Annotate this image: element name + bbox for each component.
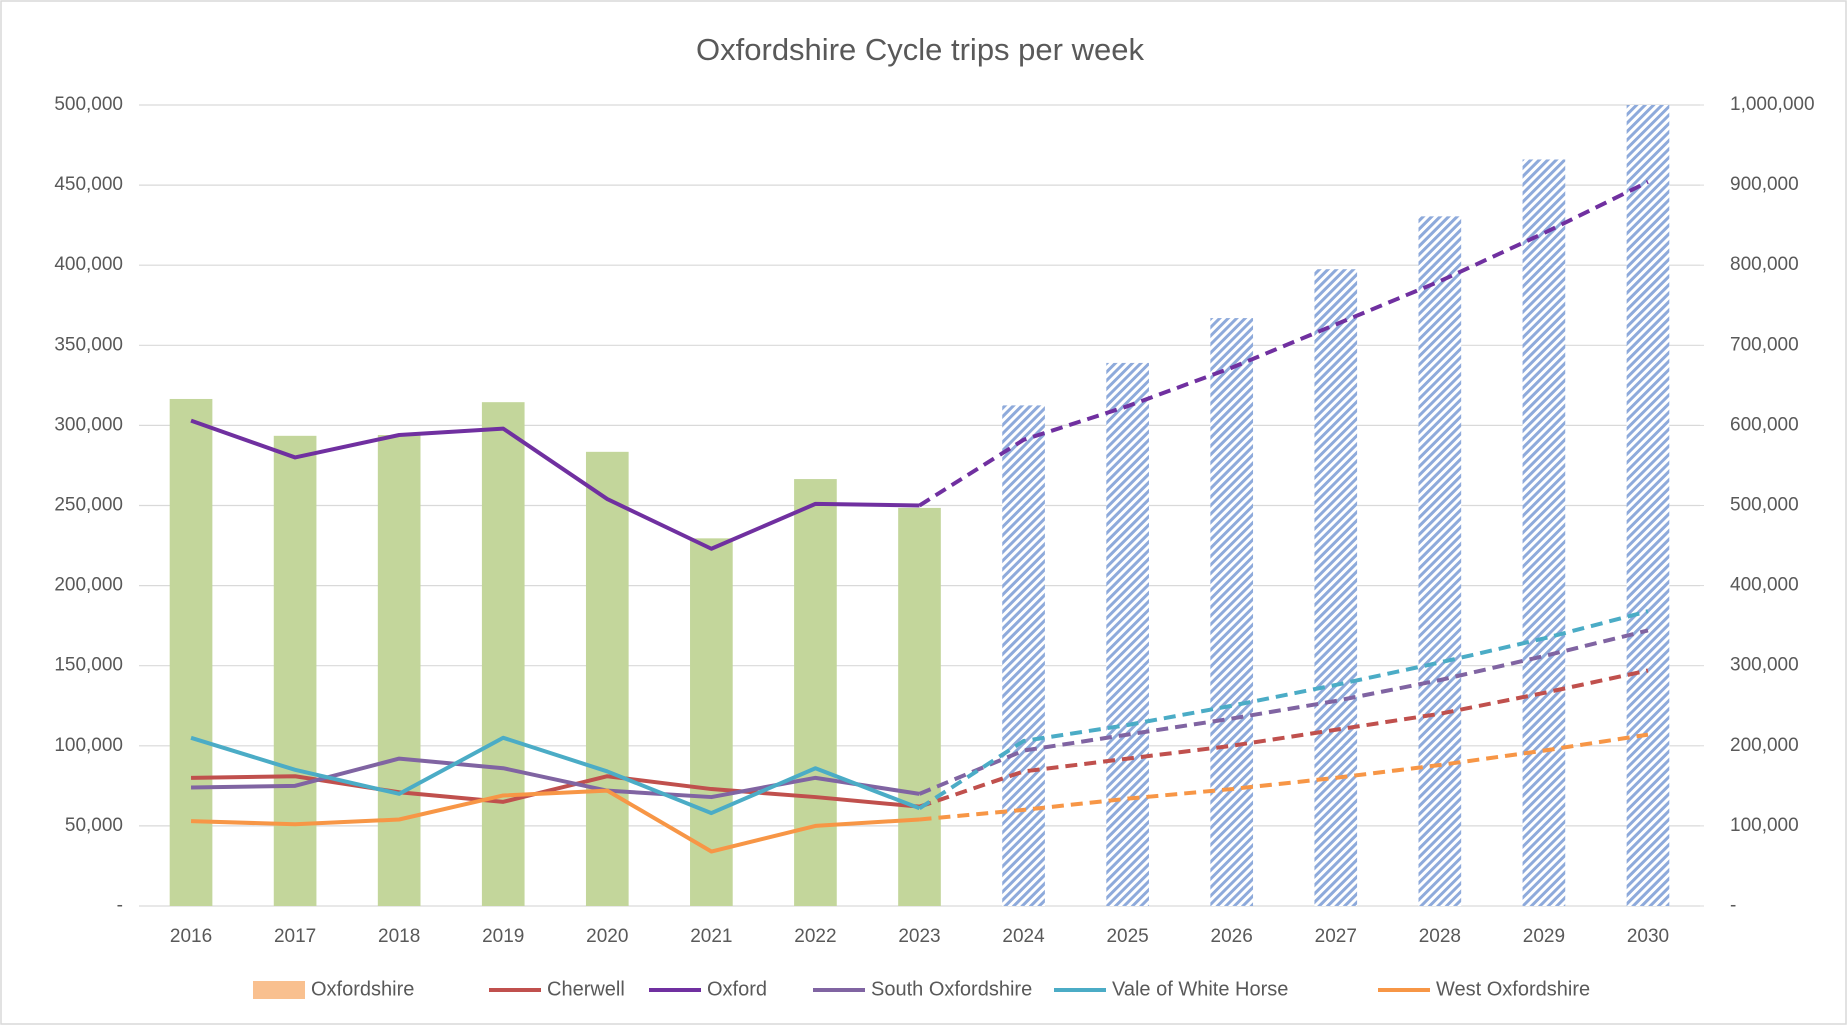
forecast-line xyxy=(918,180,1649,508)
x-tick-label: 2028 xyxy=(1419,926,1461,947)
bar xyxy=(1210,318,1254,906)
bar xyxy=(481,402,525,906)
legend-label: Oxford xyxy=(707,978,767,1000)
legend-label: Cherwell xyxy=(547,978,625,1000)
y-tick-label: 150,000 xyxy=(54,655,123,676)
y2-tick-label: 700,000 xyxy=(1730,334,1799,355)
y2-tick-label: 900,000 xyxy=(1730,174,1799,195)
x-tick-label: 2026 xyxy=(1211,926,1253,947)
forecast-line xyxy=(918,609,1649,810)
bar xyxy=(1314,269,1358,907)
y2-tick-label: 600,000 xyxy=(1730,414,1799,435)
x-tick-label: 2019 xyxy=(482,926,524,947)
y-tick-label: 450,000 xyxy=(54,174,123,195)
forecast-line xyxy=(919,732,1649,822)
y-tick-label: 350,000 xyxy=(54,334,123,355)
line xyxy=(190,788,920,854)
line xyxy=(190,735,921,816)
y-tick-label: 400,000 xyxy=(54,254,123,275)
bar xyxy=(1522,159,1566,906)
y2-tick-label: 100,000 xyxy=(1730,815,1799,836)
bar xyxy=(1626,105,1670,906)
line xyxy=(191,774,920,809)
y-tick-label: 250,000 xyxy=(54,495,123,516)
legend-label: South Oxfordshire xyxy=(871,978,1032,1000)
y-tick-label: 50,000 xyxy=(65,815,123,836)
x-tick-label: 2018 xyxy=(378,926,420,947)
y-tick-label: 100,000 xyxy=(54,735,123,756)
bar xyxy=(1418,216,1462,907)
line xyxy=(190,418,920,551)
chart-title: Oxfordshire Cycle trips per week xyxy=(696,32,1144,67)
x-tick-label: 2023 xyxy=(898,926,940,947)
x-tick-label: 2017 xyxy=(274,926,316,947)
x-tick-label: 2027 xyxy=(1315,926,1357,947)
y-tick-label: 200,000 xyxy=(54,575,123,596)
x-tick-label: 2029 xyxy=(1523,926,1565,947)
x-tick-label: 2021 xyxy=(690,926,732,947)
y2-tick-label: 500,000 xyxy=(1730,495,1799,516)
x-tick-label: 2030 xyxy=(1627,926,1669,947)
bar xyxy=(794,479,837,906)
bar xyxy=(585,451,629,906)
x-tick-label: 2020 xyxy=(586,926,628,947)
x-tick-label: 2022 xyxy=(794,926,836,947)
y-tick-label: 300,000 xyxy=(54,414,123,435)
legend-label: Vale of White Horse xyxy=(1112,978,1288,1000)
bar xyxy=(377,435,421,906)
y-tick-label: 500,000 xyxy=(54,94,123,115)
bar xyxy=(273,435,317,906)
forecast-line xyxy=(918,668,1649,809)
x-tick-label: 2024 xyxy=(1002,926,1045,947)
bar xyxy=(1002,405,1045,906)
y2-tick-label: 300,000 xyxy=(1730,655,1799,676)
y2-tick-label: 400,000 xyxy=(1730,575,1799,596)
legend-label: West Oxfordshire xyxy=(1436,978,1590,1000)
y-tick-label: - xyxy=(117,895,123,916)
legend-swatch xyxy=(253,981,305,999)
legend-label: Oxfordshire xyxy=(311,978,414,1000)
x-tick-label: 2025 xyxy=(1106,926,1148,947)
y2-tick-label: - xyxy=(1730,895,1736,916)
bar xyxy=(1106,362,1149,906)
y2-tick-label: 200,000 xyxy=(1730,735,1799,756)
y2-tick-label: 800,000 xyxy=(1730,254,1799,275)
bar xyxy=(169,398,213,906)
line xyxy=(191,756,920,800)
x-tick-label: 2016 xyxy=(170,926,212,947)
y2-tick-label: 1,000,000 xyxy=(1730,94,1815,115)
bar xyxy=(898,507,941,906)
